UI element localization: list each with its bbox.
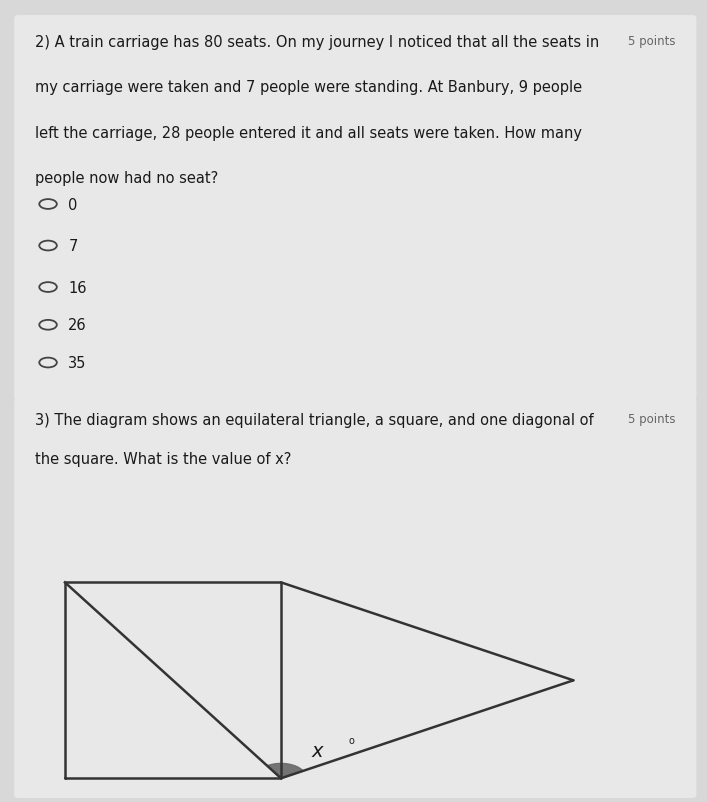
Text: my carriage were taken and 7 people were standing. At Banbury, 9 people: my carriage were taken and 7 people were… bbox=[35, 80, 582, 95]
Text: 16: 16 bbox=[69, 280, 87, 295]
Text: left the carriage, 28 people entered it and all seats were taken. How many: left the carriage, 28 people entered it … bbox=[35, 126, 582, 140]
Text: 2) A train carriage has 80 seats. On my journey I noticed that all the seats in: 2) A train carriage has 80 seats. On my … bbox=[35, 35, 599, 50]
Text: 0: 0 bbox=[69, 197, 78, 213]
Text: 26: 26 bbox=[69, 318, 87, 333]
Text: 5 points: 5 points bbox=[629, 412, 676, 425]
Text: 5 points: 5 points bbox=[629, 35, 676, 48]
Text: the square. What is the value of x?: the square. What is the value of x? bbox=[35, 452, 291, 467]
Text: 7: 7 bbox=[69, 239, 78, 253]
Wedge shape bbox=[267, 764, 303, 778]
Text: $x$: $x$ bbox=[311, 742, 326, 760]
Text: 3) The diagram shows an equilateral triangle, a square, and one diagonal of: 3) The diagram shows an equilateral tria… bbox=[35, 412, 593, 427]
Text: o: o bbox=[349, 735, 354, 745]
Text: 35: 35 bbox=[69, 355, 87, 371]
Text: people now had no seat?: people now had no seat? bbox=[35, 171, 218, 186]
